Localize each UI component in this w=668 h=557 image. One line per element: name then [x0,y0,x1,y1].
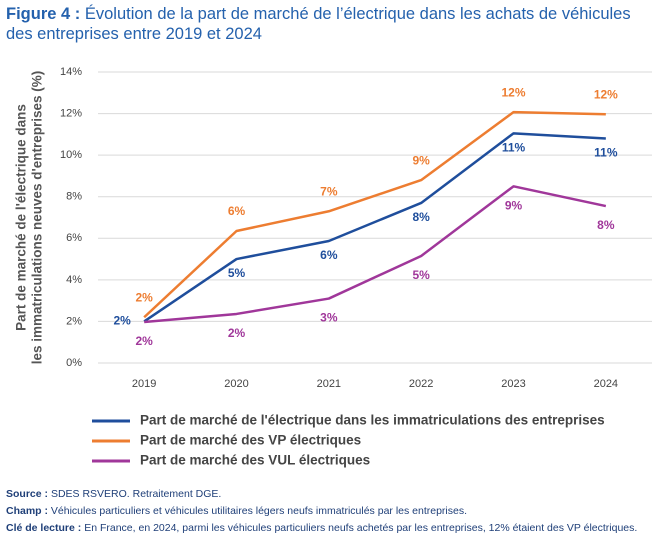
data-label: 6% [320,248,338,262]
note-label: Champ : [6,505,48,517]
title-prefix: Figure 4 : [6,5,81,23]
notes: Source : SDES RSVERO. Retraitement DGE. … [6,488,646,539]
legend-label: Part de marché des VP électriques [140,433,361,448]
x-tick-label: 2019 [132,378,156,390]
note-text: Véhicules particuliers et véhicules util… [50,505,468,517]
series-line [143,110,606,319]
note-label: Source : [6,488,49,500]
title-text: Évolution de la part de marché de l’élec… [6,5,631,43]
y-axis-label: les immatriculations neuves d'entreprise… [30,71,45,365]
data-label: 2% [228,326,246,340]
note: Champ : Véhicules particuliers et véhicu… [6,505,646,518]
data-label: 3% [320,311,338,325]
data-label: 12% [501,85,525,99]
y-tick-label: 4% [66,274,82,286]
note-label: Clé de lecture : [6,522,82,534]
y-tick-label: 12% [60,107,82,119]
data-label: 11% [502,140,526,154]
y-axis-label: Part de marché de l'électrique dans [14,104,29,331]
series-line [144,185,607,324]
note-text: En France, en 2024, parmi les véhicules … [84,522,638,534]
data-label: 11% [594,146,618,160]
note: Clé de lecture : En France, en 2024, par… [6,522,646,535]
data-label: 8% [597,218,615,232]
chart: Part de marché de l'électrique dans les i… [14,66,652,468]
x-tick-label: 2022 [409,378,433,390]
data-label: 12% [594,87,618,101]
data-label: 2% [113,314,131,328]
x-tick-label: 2024 [594,378,618,390]
legend-label: Part de marché de l'électrique dans les … [140,413,605,428]
chart-title: Figure 4 : Évolution de la part de march… [6,4,656,44]
y-tick-label: 2% [66,315,82,327]
legend-label: Part de marché des VUL électriques [140,453,370,468]
data-label: 2% [135,334,153,348]
data-label: 6% [228,204,246,218]
x-tick-label: 2023 [501,378,525,390]
note-text: SDES RSVERO. Retraitement DGE. [50,488,222,500]
x-tick-label: 2020 [224,378,248,390]
series-line [143,132,606,323]
y-tick-label: 6% [66,232,82,244]
y-tick-label: 10% [60,149,82,161]
data-label: 5% [412,268,430,282]
x-tick-label: 2021 [317,378,341,390]
note: Source : SDES RSVERO. Retraitement DGE. [6,488,646,501]
y-tick-label: 0% [66,357,82,369]
data-label: 9% [412,153,430,167]
data-label: 2% [135,290,153,304]
data-label: 9% [505,198,523,212]
data-label: 5% [228,266,246,280]
y-tick-label: 8% [66,191,82,203]
data-label: 7% [320,184,338,198]
data-label: 8% [412,210,430,224]
y-tick-label: 14% [60,66,82,78]
